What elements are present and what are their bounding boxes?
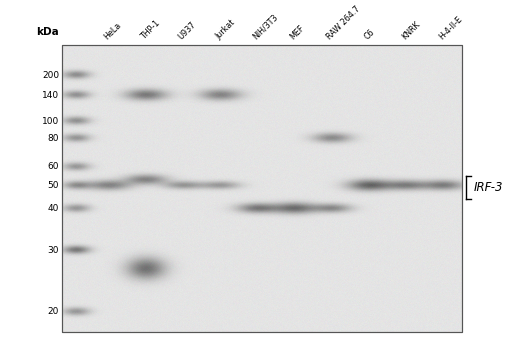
Text: C6: C6: [362, 27, 376, 41]
Text: 80: 80: [47, 134, 59, 143]
Text: 50: 50: [47, 181, 59, 190]
Text: 20: 20: [48, 307, 59, 316]
Text: 30: 30: [47, 246, 59, 255]
Text: IRF-3: IRF-3: [474, 181, 503, 194]
Text: 40: 40: [48, 204, 59, 213]
Text: kDa: kDa: [36, 27, 59, 37]
Text: 200: 200: [42, 71, 59, 80]
Text: THP-1: THP-1: [139, 18, 162, 41]
Text: HeLa: HeLa: [102, 20, 123, 41]
Bar: [62, 45, 462, 332]
Text: Jurkat: Jurkat: [214, 18, 237, 41]
Text: 140: 140: [42, 91, 59, 100]
Text: MEF: MEF: [288, 23, 306, 41]
Text: U937: U937: [177, 20, 198, 41]
Text: 100: 100: [42, 117, 59, 126]
Text: NIH/3T3: NIH/3T3: [251, 12, 280, 41]
Text: KNRK: KNRK: [400, 19, 422, 41]
Text: RAW 264.7: RAW 264.7: [326, 4, 362, 41]
Text: H-4-II-E: H-4-II-E: [437, 14, 464, 41]
Text: 60: 60: [47, 162, 59, 172]
Bar: [62, 45, 462, 332]
